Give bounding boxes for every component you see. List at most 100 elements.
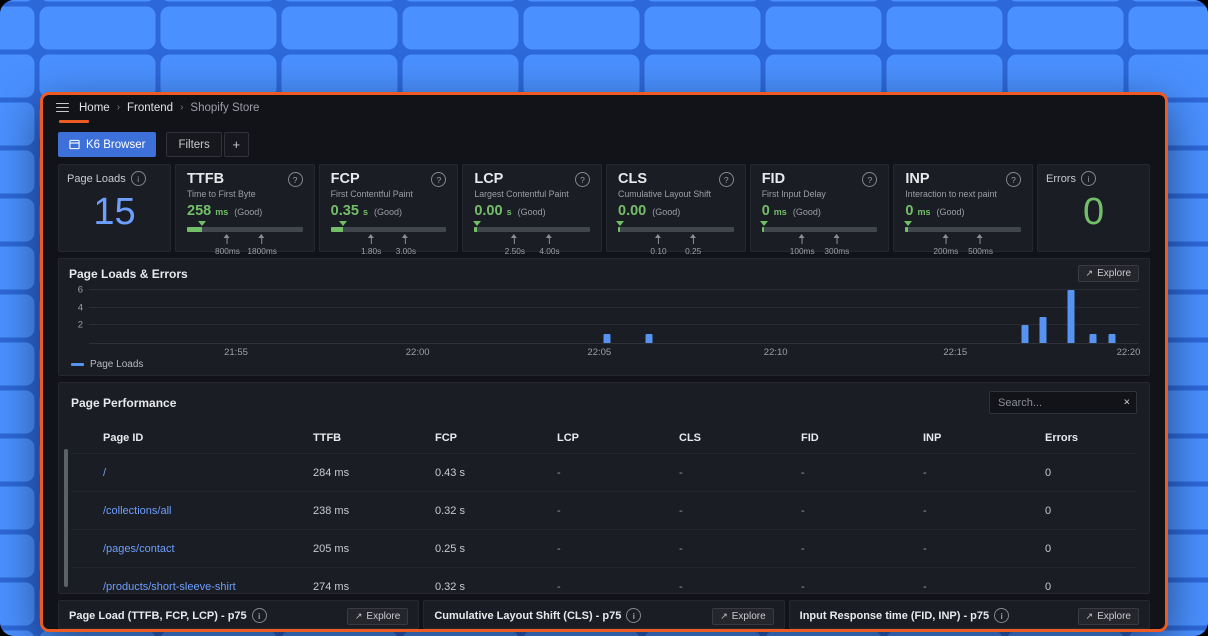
breadcrumb-separator: › — [116, 102, 121, 113]
table-row: / 284 ms 0.43 s - - - - 0 — [71, 453, 1137, 491]
cell-ttfb: 205 ms — [313, 542, 350, 555]
metric-subtitle: Largest Contentful Paint — [474, 188, 569, 199]
explore-button[interactable]: ↗ Explore — [346, 608, 409, 625]
y-axis-label: 6 — [77, 284, 83, 296]
metric-subtitle: First Contentful Paint — [330, 188, 413, 199]
explore-button[interactable]: ↗ Explore — [712, 608, 774, 625]
metric-value: 258 — [187, 202, 212, 219]
metric-status: (Good) — [792, 206, 821, 217]
x-axis-label: 22:15 — [943, 347, 968, 358]
help-icon[interactable]: ? — [287, 172, 303, 187]
gauge-threshold-marker: 2.50s — [505, 234, 525, 256]
column-header-inp[interactable]: INP — [923, 432, 942, 444]
active-tab-indicator — [59, 120, 89, 123]
breadcrumb-home[interactable]: Home — [79, 101, 110, 114]
metric-value: 0.00 — [618, 202, 647, 219]
cell-cls: - — [679, 580, 683, 593]
explore-button[interactable]: ↗ Explore — [1077, 608, 1139, 625]
cell-fid: - — [801, 542, 805, 555]
grid-line — [89, 306, 1139, 308]
gauge-threshold-marker: 3.00s — [396, 234, 416, 256]
help-icon[interactable]: ? — [718, 172, 734, 187]
metric-status: (Good) — [652, 206, 681, 217]
cell-cls: - — [679, 542, 683, 555]
gauge-value-pointer — [760, 221, 768, 227]
gauge-bar — [187, 227, 303, 233]
table-scrollbar[interactable] — [64, 449, 68, 587]
page-id-link[interactable]: / — [103, 466, 107, 479]
chart-bar — [1108, 334, 1116, 343]
legend-item-page-loads[interactable]: Page Loads — [69, 358, 1139, 372]
column-header-errors[interactable]: Errors — [1045, 432, 1079, 444]
metric-panel-lcp: LCP Largest Contentful Paint ? 0.00 s (G… — [462, 164, 603, 256]
y-axis-label: 4 — [77, 302, 83, 314]
gauge-threshold-marker: 800ms — [215, 234, 240, 256]
help-icon[interactable]: ? — [575, 172, 591, 187]
table-row: /products/short-sleeve-shirt 274 ms 0.32… — [71, 567, 1137, 605]
metric-title: INP — [905, 171, 930, 187]
info-icon[interactable]: i — [251, 608, 267, 623]
chart-bar — [1039, 316, 1047, 343]
page-id-link[interactable]: /collections/all — [103, 504, 172, 517]
page-id-link[interactable]: /pages/contact — [103, 542, 175, 555]
clear-search-icon[interactable]: × — [1123, 396, 1130, 408]
breadcrumb-separator: › — [180, 102, 184, 113]
k6-browser-button[interactable]: K6 Browser — [58, 132, 157, 157]
bottom-panels-row: Page Load (TTFB, FCP, LCP) - p75 i ↗ Exp… — [58, 600, 1150, 629]
search-input[interactable] — [989, 391, 1137, 414]
metric-status: (Good) — [517, 206, 546, 217]
input-response-p75-panel: Input Response time (FID, INP) - p75 i ↗… — [788, 600, 1150, 629]
metric-value: 0 — [761, 202, 770, 219]
k6-browser-icon — [69, 139, 80, 150]
column-header-lcp[interactable]: LCP — [557, 432, 579, 444]
column-header-fid[interactable]: FID — [801, 432, 819, 444]
breadcrumb-frontend[interactable]: Frontend — [127, 101, 174, 114]
column-header-cls[interactable]: CLS — [679, 432, 701, 444]
grid-line — [89, 324, 1139, 326]
metric-value: 0 — [905, 202, 914, 219]
metric-unit: ms — [215, 206, 229, 217]
metric-title: CLS — [618, 171, 648, 187]
menu-icon[interactable] — [56, 102, 69, 113]
metric-subtitle: Time to First Byte — [187, 188, 256, 199]
filters-button[interactable]: Filters — [166, 132, 222, 157]
column-header-ttfb[interactable]: TTFB — [313, 432, 342, 444]
gauge-value-pointer — [198, 221, 207, 227]
metric-unit: ms — [917, 206, 931, 217]
table-row: /pages/contact 205 ms 0.25 s - - - - 0 — [71, 529, 1137, 567]
table-header-row: Page ID TTFB FCP LCP CLS FID INP Errors — [71, 423, 1137, 453]
metric-panel-fid: FID First Input Delay ? 0 ms (Good) 100m… — [749, 164, 890, 256]
gauge-value-pointer — [472, 221, 481, 227]
column-header-page-id[interactable]: Page ID — [103, 432, 144, 444]
explore-button[interactable]: ↗ Explore — [1077, 265, 1139, 282]
info-icon[interactable]: i — [994, 608, 1010, 623]
cell-ttfb: 274 ms — [313, 580, 350, 593]
cell-fid: - — [801, 504, 805, 517]
gauge-value-pointer — [616, 221, 625, 227]
cell-lcp: - — [557, 504, 561, 517]
add-filter-button[interactable]: + — [223, 132, 249, 157]
errors-value: 0 — [1082, 191, 1105, 233]
info-icon[interactable]: i — [130, 171, 146, 186]
help-icon[interactable]: ? — [862, 172, 878, 187]
chart-bar — [1021, 325, 1029, 343]
page-id-link[interactable]: /products/short-sleeve-shirt — [103, 580, 236, 593]
cell-cls: - — [679, 504, 683, 517]
window-header: Home › Frontend › Shopify Store — [43, 95, 1165, 120]
x-axis-label: 22:05 — [587, 347, 612, 358]
cell-inp: - — [923, 466, 927, 479]
info-icon[interactable]: i — [1080, 171, 1096, 186]
page-loads-title: Page Loads — [67, 172, 126, 185]
legend-swatch — [71, 363, 84, 366]
bottom-panel-title: Cumulative Layout Shift (CLS) - p75 — [434, 609, 622, 622]
gauge-threshold-marker: 1.80s — [361, 234, 381, 256]
chart-bar — [603, 334, 611, 343]
metric-status: (Good) — [234, 206, 263, 217]
gauge-threshold-marker: 0.25 — [685, 234, 701, 256]
cls-p75-panel: Cumulative Layout Shift (CLS) - p75 i ↗ … — [423, 600, 785, 629]
info-icon[interactable]: i — [626, 608, 642, 623]
help-icon[interactable]: ? — [1006, 172, 1022, 187]
gauge-value-pointer — [903, 221, 912, 227]
help-icon[interactable]: ? — [431, 172, 447, 187]
column-header-fcp[interactable]: FCP — [435, 432, 457, 444]
